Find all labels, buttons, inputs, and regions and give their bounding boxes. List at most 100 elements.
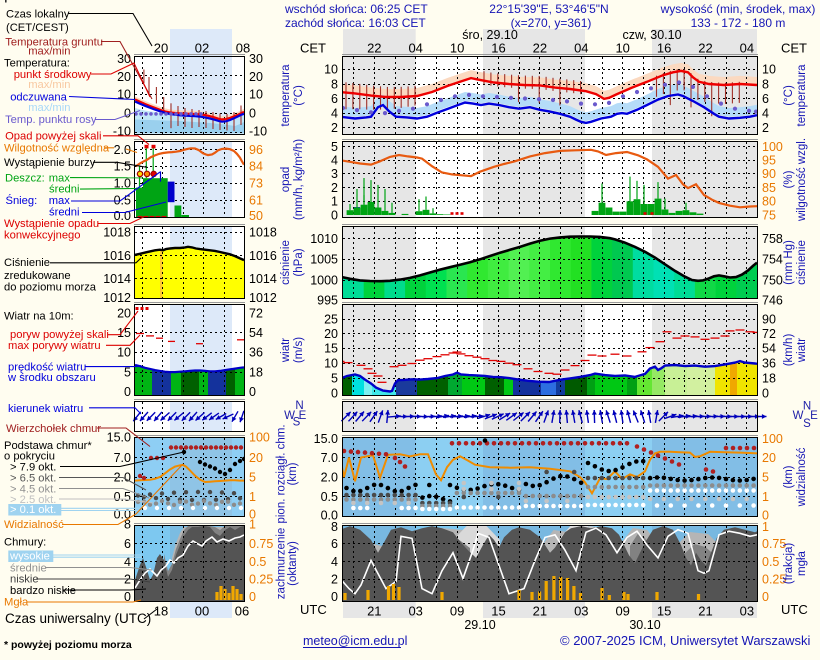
svg-text:1014: 1014 <box>249 272 277 286</box>
svg-text:85: 85 <box>762 181 776 195</box>
svg-text:100: 100 <box>762 140 783 154</box>
svg-text:Podstawa chmur*: Podstawa chmur* <box>4 440 92 452</box>
svg-text:5: 5 <box>331 140 338 154</box>
svg-text:UTC: UTC <box>781 602 808 617</box>
svg-text:1: 1 <box>762 520 769 534</box>
svg-text:2: 2 <box>331 181 338 195</box>
svg-text:133 - 172 - 180 m: 133 - 172 - 180 m <box>691 16 786 30</box>
svg-text:72: 72 <box>249 306 263 320</box>
svg-text:6: 6 <box>331 92 338 106</box>
svg-text:7.0: 7.0 <box>321 451 338 465</box>
svg-text:00: 00 <box>195 604 209 619</box>
svg-text:(oktanty): (oktanty) <box>287 541 299 586</box>
svg-text:22: 22 <box>367 41 381 56</box>
svg-text:konwekcyjnego: konwekcyjnego <box>4 230 81 242</box>
svg-text:pion. rozciągł. chm.: pion. rozciągł. chm. <box>276 424 288 523</box>
svg-text:0: 0 <box>249 590 256 604</box>
svg-text:czw, 30.10: czw, 30.10 <box>622 28 681 42</box>
svg-text:96: 96 <box>249 143 263 157</box>
svg-text:Wystąpienie opadu: Wystąpienie opadu <box>4 218 99 230</box>
svg-text:Temperatura gruntu: Temperatura gruntu <box>5 36 103 48</box>
svg-text:20: 20 <box>762 451 776 465</box>
svg-text:10: 10 <box>249 88 263 102</box>
svg-text:5: 5 <box>249 470 256 484</box>
svg-text:CET: CET <box>300 41 326 56</box>
svg-text:5: 5 <box>331 371 338 385</box>
svg-text:wilgotność wzgl.: wilgotność wzgl. <box>796 138 808 222</box>
svg-text:1012: 1012 <box>249 291 277 305</box>
svg-text:06: 06 <box>235 604 249 619</box>
svg-text:> 6.5 okt.: > 6.5 okt. <box>10 472 56 484</box>
svg-text:(CET/CEST): (CET/CEST) <box>6 22 69 34</box>
svg-text:100: 100 <box>762 432 783 446</box>
svg-text:21: 21 <box>698 604 712 619</box>
svg-text:Wierzchołek chmur: Wierzchołek chmur <box>6 423 101 435</box>
svg-text:1.5: 1.5 <box>114 160 131 174</box>
svg-text:niskie: niskie <box>10 574 39 586</box>
svg-text:0.5: 0.5 <box>114 193 131 207</box>
svg-text:wysokie: wysokie <box>9 551 50 563</box>
svg-text:2: 2 <box>331 121 338 135</box>
svg-text:Wiatr na 10m:: Wiatr na 10m: <box>4 311 74 323</box>
svg-text:10: 10 <box>117 88 131 102</box>
svg-text:61: 61 <box>249 193 263 207</box>
svg-text:1: 1 <box>331 195 338 209</box>
svg-text:© 2007-2025 ICM, Uniwersytet W: © 2007-2025 ICM, Uniwersytet Warszawski <box>560 633 811 648</box>
svg-text:wiatr: wiatr <box>280 338 292 363</box>
svg-text:0: 0 <box>762 590 769 604</box>
svg-text:Chmury:: Chmury: <box>4 537 46 549</box>
svg-text:0: 0 <box>331 590 338 604</box>
svg-text:746: 746 <box>762 293 783 307</box>
svg-text:ciśnienie: ciśnienie <box>280 240 292 285</box>
svg-text:S: S <box>293 417 301 429</box>
svg-text:do poziomu morza: do poziomu morza <box>4 282 97 294</box>
svg-text:15.0: 15.0 <box>314 432 338 446</box>
svg-text:72: 72 <box>762 327 776 341</box>
svg-text:0.5: 0.5 <box>114 490 131 504</box>
svg-text:> 0.1 okt.: > 0.1 okt. <box>10 504 56 516</box>
svg-text:5: 5 <box>124 365 131 379</box>
svg-text:W: W <box>793 410 804 422</box>
svg-text:temperatura: temperatura <box>796 64 808 127</box>
svg-text:4: 4 <box>331 106 338 120</box>
svg-text:(km): (km) <box>287 462 299 485</box>
svg-text:10: 10 <box>324 63 338 77</box>
svg-text:2: 2 <box>331 572 338 586</box>
svg-text:90: 90 <box>762 313 776 327</box>
svg-text:max/min: max/min <box>28 79 70 91</box>
svg-text:1016: 1016 <box>249 249 277 263</box>
svg-text:Temp. punktu rosy: Temp. punktu rosy <box>5 114 97 126</box>
svg-text:(frakcja): (frakcja) <box>783 543 795 585</box>
svg-text:20: 20 <box>249 451 263 465</box>
svg-text:8: 8 <box>124 517 131 531</box>
svg-text:21: 21 <box>533 604 547 619</box>
svg-text:6: 6 <box>331 537 338 551</box>
svg-text:20: 20 <box>117 306 131 320</box>
svg-text:30.10: 30.10 <box>629 618 660 632</box>
svg-text:kierunek wiatru: kierunek wiatru <box>8 403 83 415</box>
svg-text:Ciśnienie: Ciśnienie <box>4 257 50 269</box>
svg-text:Deszcz:: Deszcz: <box>5 173 45 185</box>
svg-text:18: 18 <box>249 365 263 379</box>
svg-text:CET: CET <box>781 41 807 56</box>
svg-text:03: 03 <box>740 604 754 619</box>
svg-text:w środku obszaru: w środku obszaru <box>7 372 96 384</box>
svg-text:(km/h): (km/h) <box>783 334 795 367</box>
svg-text:średni: średni <box>49 207 79 219</box>
svg-text:18: 18 <box>762 371 776 385</box>
svg-text:08: 08 <box>236 41 250 56</box>
svg-text:15.0: 15.0 <box>107 430 131 444</box>
svg-text:754: 754 <box>762 253 783 267</box>
svg-text:UTC: UTC <box>300 602 327 617</box>
svg-text:2: 2 <box>762 121 769 135</box>
svg-text:ciśnienie: ciśnienie <box>796 240 808 285</box>
svg-text:wiatr: wiatr <box>796 338 808 363</box>
svg-text:6: 6 <box>762 92 769 106</box>
svg-text:0.25: 0.25 <box>762 572 786 586</box>
svg-text:04: 04 <box>574 41 588 56</box>
svg-text:* powyżej poziomu morza: * powyżej poziomu morza <box>4 639 132 651</box>
svg-text:odczuwana: odczuwana <box>10 91 67 103</box>
svg-text:22: 22 <box>698 41 712 56</box>
svg-text:1: 1 <box>762 490 769 504</box>
svg-text:E: E <box>810 410 818 422</box>
